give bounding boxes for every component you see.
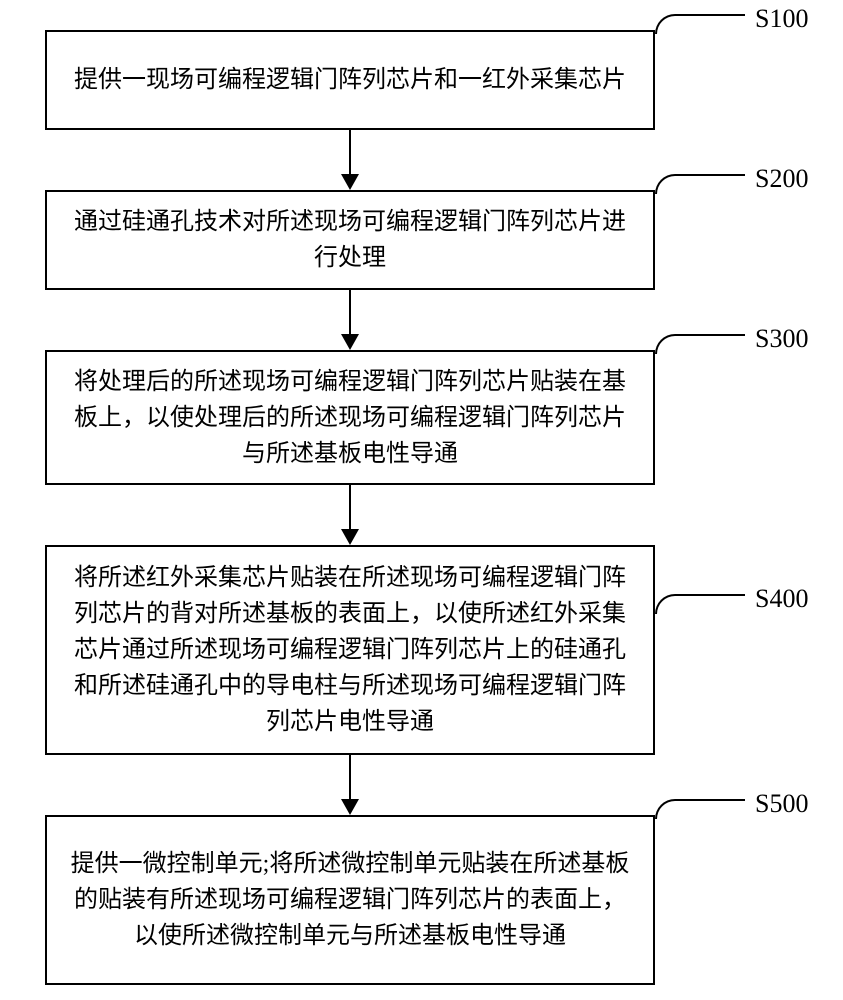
step-label-s400: S400 <box>755 584 808 614</box>
arrow-head-4 <box>341 799 359 815</box>
arrow-head-3 <box>341 529 359 545</box>
arrow-head-1 <box>341 174 359 190</box>
connector-s100 <box>655 14 745 34</box>
step-box-s400: 将所述红外采集芯片贴装在所述现场可编程逻辑门阵列芯片的背对所述基板的表面上，以使… <box>45 545 655 755</box>
step-label-s100: S100 <box>755 4 808 34</box>
flowchart-canvas: 提供一现场可编程逻辑门阵列芯片和一红外采集芯片 S100 通过硅通孔技术对所述现… <box>0 0 843 1000</box>
connector-s300 <box>655 334 745 354</box>
step-text-s400: 将所述红外采集芯片贴装在所述现场可编程逻辑门阵列芯片的背对所述基板的表面上，以使… <box>67 560 633 740</box>
arrow-line-3 <box>349 485 351 529</box>
step-text-s100: 提供一现场可编程逻辑门阵列芯片和一红外采集芯片 <box>74 62 626 98</box>
step-box-s100: 提供一现场可编程逻辑门阵列芯片和一红外采集芯片 <box>45 30 655 130</box>
step-box-s500: 提供一微控制单元;将所述微控制单元贴装在所述基板的贴装有所述现场可编程逻辑门阵列… <box>45 815 655 985</box>
arrow-line-1 <box>349 130 351 174</box>
step-text-s500: 提供一微控制单元;将所述微控制单元贴装在所述基板的贴装有所述现场可编程逻辑门阵列… <box>67 846 633 954</box>
arrow-head-2 <box>341 334 359 350</box>
step-text-s200: 通过硅通孔技术对所述现场可编程逻辑门阵列芯片进行处理 <box>67 204 633 276</box>
step-box-s200: 通过硅通孔技术对所述现场可编程逻辑门阵列芯片进行处理 <box>45 190 655 290</box>
step-label-s500: S500 <box>755 789 808 819</box>
step-label-s300: S300 <box>755 324 808 354</box>
connector-s200 <box>655 174 745 194</box>
connector-s400 <box>655 594 745 614</box>
arrow-line-2 <box>349 290 351 334</box>
step-label-s200: S200 <box>755 164 808 194</box>
arrow-line-4 <box>349 755 351 799</box>
connector-s500 <box>655 799 745 819</box>
step-text-s300: 将处理后的所述现场可编程逻辑门阵列芯片贴装在基板上，以使处理后的所述现场可编程逻… <box>67 364 633 472</box>
step-box-s300: 将处理后的所述现场可编程逻辑门阵列芯片贴装在基板上，以使处理后的所述现场可编程逻… <box>45 350 655 485</box>
